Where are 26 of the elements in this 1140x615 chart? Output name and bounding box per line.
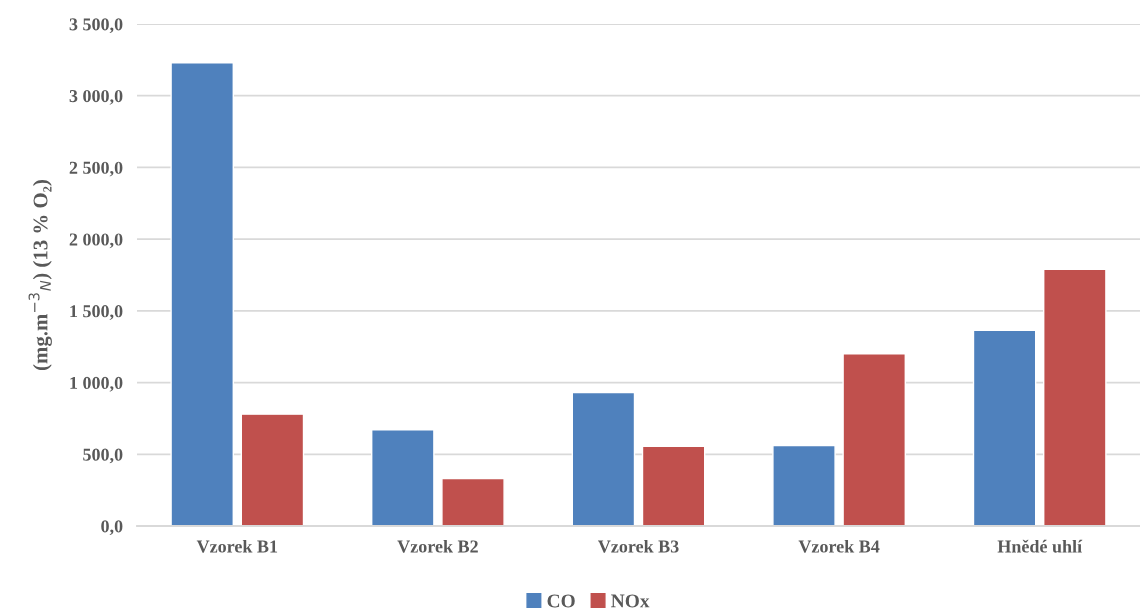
bar: [842, 353, 906, 526]
bar: [972, 329, 1037, 526]
legend-label: NOx: [611, 594, 650, 608]
y-axis-title: (mg.m$^{−3}$$_{N}$) (13 % O₂): [28, 180, 52, 371]
bar: [240, 413, 305, 526]
y-tick-label: 500,0: [83, 448, 123, 464]
x-tick-label: Vzorek B3: [597, 539, 679, 553]
bar: [571, 391, 636, 526]
legend-label: CO: [547, 594, 575, 608]
y-tick-label: 2 500,0: [69, 161, 123, 177]
y-tick-label: 1 500,0: [70, 305, 123, 320]
bar: [1043, 268, 1107, 526]
y-tick-label: 3 500,0: [69, 18, 123, 34]
bar: [170, 62, 234, 526]
bar: [772, 444, 836, 526]
x-tick-label: Vzorek B1: [196, 539, 278, 553]
x-tick-label: Vzorek B2: [397, 539, 478, 553]
y-tick-label: 3 000,0: [69, 89, 123, 105]
bar: [441, 477, 505, 526]
x-tick-label: Vzorek B4: [798, 539, 880, 553]
x-tick-label: Hnědé uhlí: [997, 539, 1083, 553]
bar: [641, 445, 706, 526]
y-tick-label: 0,0: [101, 520, 123, 536]
y-tick-label: 2 000,0: [69, 233, 123, 249]
y-tick-label: 1 000,0: [70, 376, 123, 392]
bar: [371, 429, 435, 526]
